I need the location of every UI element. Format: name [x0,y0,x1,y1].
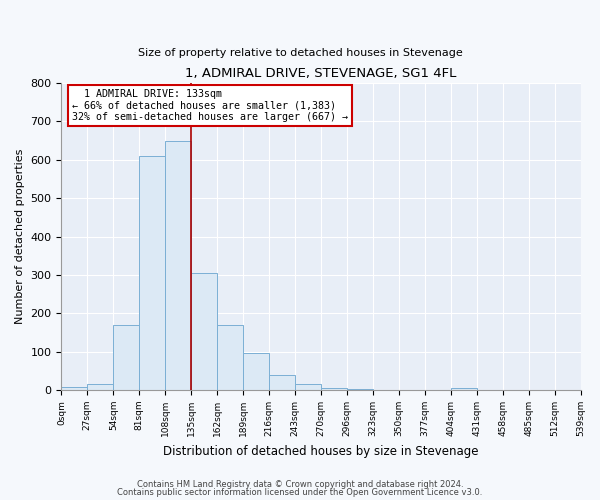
Bar [269,374,295,390]
Bar [139,156,165,390]
Bar [295,384,321,390]
Bar [61,387,88,390]
Text: Size of property relative to detached houses in Stevenage: Size of property relative to detached ho… [137,48,463,58]
Bar [113,325,139,390]
Text: 1 ADMIRAL DRIVE: 133sqm  
← 66% of detached houses are smaller (1,383)
32% of se: 1 ADMIRAL DRIVE: 133sqm ← 66% of detache… [72,89,348,122]
Bar [321,388,347,390]
Text: Contains public sector information licensed under the Open Government Licence v3: Contains public sector information licen… [118,488,482,497]
Title: 1, ADMIRAL DRIVE, STEVENAGE, SG1 4FL: 1, ADMIRAL DRIVE, STEVENAGE, SG1 4FL [185,68,457,80]
Bar [243,353,269,390]
Bar [88,384,113,390]
X-axis label: Distribution of detached houses by size in Stevenage: Distribution of detached houses by size … [163,444,479,458]
Bar [217,325,243,390]
Bar [191,273,217,390]
Bar [165,140,191,390]
Text: Contains HM Land Registry data © Crown copyright and database right 2024.: Contains HM Land Registry data © Crown c… [137,480,463,489]
Y-axis label: Number of detached properties: Number of detached properties [15,149,25,324]
Bar [451,388,476,390]
